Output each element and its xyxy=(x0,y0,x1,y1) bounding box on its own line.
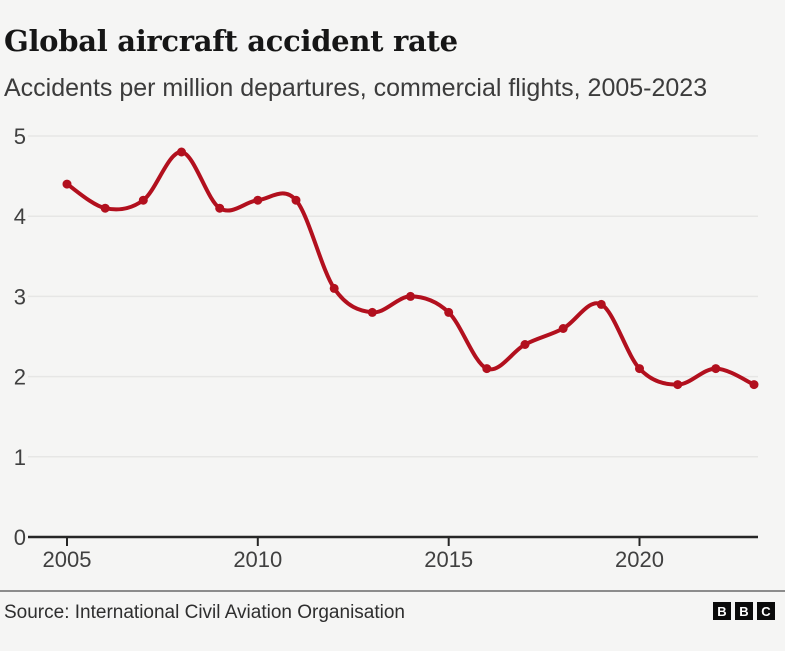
bbc-logo: B B C xyxy=(713,602,775,620)
data-point xyxy=(138,195,148,205)
x-axis-label: 2010 xyxy=(233,547,282,572)
source-text: Source: International Civil Aviation Org… xyxy=(4,602,405,623)
data-point xyxy=(558,324,568,333)
data-point xyxy=(482,364,492,374)
data-point xyxy=(62,179,72,189)
y-axis-label: 2 xyxy=(14,365,26,390)
data-point xyxy=(406,291,415,301)
data-point xyxy=(444,307,454,317)
data-point xyxy=(215,203,225,213)
data-point xyxy=(253,195,263,205)
y-axis-label: 4 xyxy=(14,204,26,229)
data-point xyxy=(749,380,759,390)
x-axis-label: 2020 xyxy=(615,547,664,572)
footer-divider xyxy=(0,590,785,592)
chart-subtitle: Accidents per million departures, commer… xyxy=(4,74,708,102)
bbc-logo-letter-b2: B xyxy=(735,602,753,620)
y-axis-label: 5 xyxy=(14,124,26,149)
accident-rate-line xyxy=(65,150,756,387)
x-axis-label: 2015 xyxy=(424,547,473,572)
data-point xyxy=(520,340,530,349)
data-point xyxy=(711,364,721,374)
data-point xyxy=(596,299,606,309)
data-point xyxy=(177,147,186,157)
data-point xyxy=(367,307,377,317)
accident-rate-line-chart: 0 1 2 3 4 5 2005 2010 2015 2020 xyxy=(14,124,759,572)
bbc-logo-letter-c: C xyxy=(757,602,775,620)
data-point xyxy=(329,283,339,293)
data-point xyxy=(100,203,110,213)
x-axis-label: 2005 xyxy=(43,547,92,572)
data-point xyxy=(291,195,301,205)
y-axis-label: 1 xyxy=(14,445,26,470)
y-axis-label: 0 xyxy=(14,525,26,550)
y-axis-label: 3 xyxy=(14,284,26,309)
chart-title: Global aircraft accident rate xyxy=(4,24,458,58)
data-point xyxy=(635,364,644,374)
data-point xyxy=(673,380,683,390)
bbc-logo-letter-b1: B xyxy=(713,602,731,620)
